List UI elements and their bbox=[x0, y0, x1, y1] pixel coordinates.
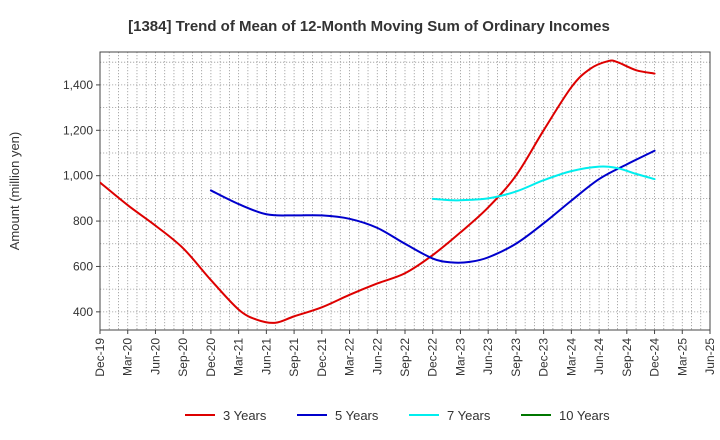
x-tick-label: Dec-22 bbox=[426, 338, 440, 377]
x-tick-label: Jun-22 bbox=[370, 338, 384, 375]
y-tick-label: 1,000 bbox=[63, 169, 93, 183]
y-tick-label: 600 bbox=[73, 259, 93, 273]
x-tick-label: Dec-23 bbox=[537, 338, 551, 377]
x-tick-label: Jun-20 bbox=[148, 338, 162, 375]
chart-grid bbox=[100, 52, 710, 330]
legend-label-3-years: 3 Years bbox=[223, 408, 267, 423]
x-tick-label: Sep-21 bbox=[287, 338, 301, 377]
x-tick-label: Sep-22 bbox=[398, 338, 412, 377]
x-tick-label: Sep-24 bbox=[620, 338, 634, 377]
series-layer bbox=[100, 59, 656, 324]
y-axis-label: Amount (million yen) bbox=[7, 132, 22, 251]
x-tick-label: Jun-23 bbox=[481, 338, 495, 375]
x-tick-label: Jun-21 bbox=[259, 338, 273, 375]
series-line-7-years bbox=[431, 165, 656, 202]
y-tick-label: 1,400 bbox=[63, 78, 93, 92]
chart-axes: 400 600 800 1,000 1,200 1,400 Dec-19 Mar-20 Jun-… bbox=[63, 51, 717, 377]
x-tick-label: Mar-25 bbox=[675, 338, 689, 376]
x-tick-label: Mar-20 bbox=[121, 338, 135, 376]
series-line-5-years bbox=[209, 149, 656, 264]
x-tick-label: Sep-23 bbox=[509, 338, 523, 377]
x-tick-label: Dec-20 bbox=[204, 338, 218, 377]
x-tick-label: Dec-19 bbox=[93, 338, 107, 377]
y-tick-label: 400 bbox=[73, 305, 93, 319]
legend: 3 Years 5 Years 7 Years 10 Years bbox=[185, 408, 610, 423]
series-line-3-years bbox=[100, 59, 656, 324]
x-tick-label: Jun-25 bbox=[703, 338, 717, 375]
y-tick-label: 1,200 bbox=[63, 123, 93, 137]
x-tick-label: Sep-20 bbox=[176, 338, 190, 377]
legend-label-5-years: 5 Years bbox=[335, 408, 379, 423]
x-tick-label: Dec-21 bbox=[315, 338, 329, 377]
x-tick-label: Mar-23 bbox=[453, 338, 467, 376]
legend-label-7-years: 7 Years bbox=[447, 408, 491, 423]
chart-title: [1384] Trend of Mean of 12-Month Moving … bbox=[128, 18, 610, 35]
legend-label-10-years: 10 Years bbox=[559, 408, 610, 423]
x-tick-label: Jun-24 bbox=[592, 338, 606, 375]
x-tick-label: Mar-21 bbox=[232, 338, 246, 376]
x-tick-label: Mar-24 bbox=[564, 338, 578, 376]
x-tick-label: Dec-24 bbox=[648, 338, 662, 377]
y-tick-label: 800 bbox=[73, 214, 93, 228]
x-tick-label: Mar-22 bbox=[343, 338, 357, 376]
